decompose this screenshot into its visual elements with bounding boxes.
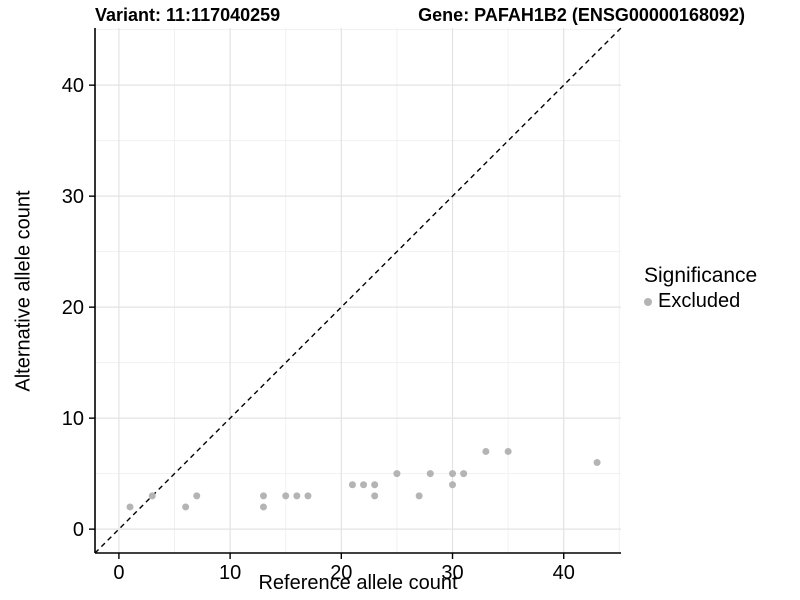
data-point bbox=[304, 492, 312, 500]
data-point bbox=[348, 481, 356, 489]
data-point bbox=[449, 470, 457, 478]
data-point bbox=[148, 492, 156, 500]
x-tick-label: 30 bbox=[441, 562, 463, 584]
data-point bbox=[182, 503, 190, 511]
data-point bbox=[282, 492, 290, 500]
x-axis-title: Reference allele count bbox=[258, 572, 458, 594]
y-tick-label: 40 bbox=[62, 75, 84, 97]
variant-title: Variant: 11:117040259 bbox=[95, 5, 281, 25]
legend-item-excluded: Excluded bbox=[644, 290, 757, 313]
y-tick-label: 30 bbox=[62, 186, 84, 208]
data-point bbox=[193, 492, 201, 500]
data-point bbox=[482, 447, 490, 455]
data-point bbox=[126, 503, 134, 511]
x-tick-label: 20 bbox=[330, 562, 352, 584]
data-point bbox=[415, 492, 423, 500]
legend-title: Significance bbox=[644, 264, 758, 287]
legend: Significance Excluded bbox=[644, 264, 757, 313]
data-point bbox=[371, 481, 379, 489]
data-point bbox=[460, 470, 468, 478]
x-tick-label: 40 bbox=[553, 562, 575, 584]
y-tick-label: 10 bbox=[62, 408, 84, 430]
legend-item-label: Excluded bbox=[658, 290, 741, 312]
data-point bbox=[504, 447, 512, 455]
x-tick-label: 0 bbox=[113, 562, 124, 584]
data-point bbox=[360, 481, 368, 489]
x-tick-label: 10 bbox=[219, 562, 241, 584]
data-point bbox=[371, 492, 379, 500]
data-point bbox=[259, 503, 267, 511]
y-tick-label: 20 bbox=[62, 297, 84, 319]
y-axis-title: Alternative allele count bbox=[12, 190, 35, 392]
data-point bbox=[293, 492, 301, 500]
data-point bbox=[593, 459, 601, 467]
identity-line bbox=[94, 27, 622, 554]
y-tick-label: 0 bbox=[73, 519, 84, 541]
data-point bbox=[259, 492, 267, 500]
data-point bbox=[426, 470, 434, 478]
data-point bbox=[449, 481, 457, 489]
gene-title: Gene: PAFAH1B2 (ENSG00000168092) bbox=[418, 5, 745, 25]
legend-point-icon bbox=[644, 297, 652, 306]
data-point bbox=[393, 470, 401, 478]
